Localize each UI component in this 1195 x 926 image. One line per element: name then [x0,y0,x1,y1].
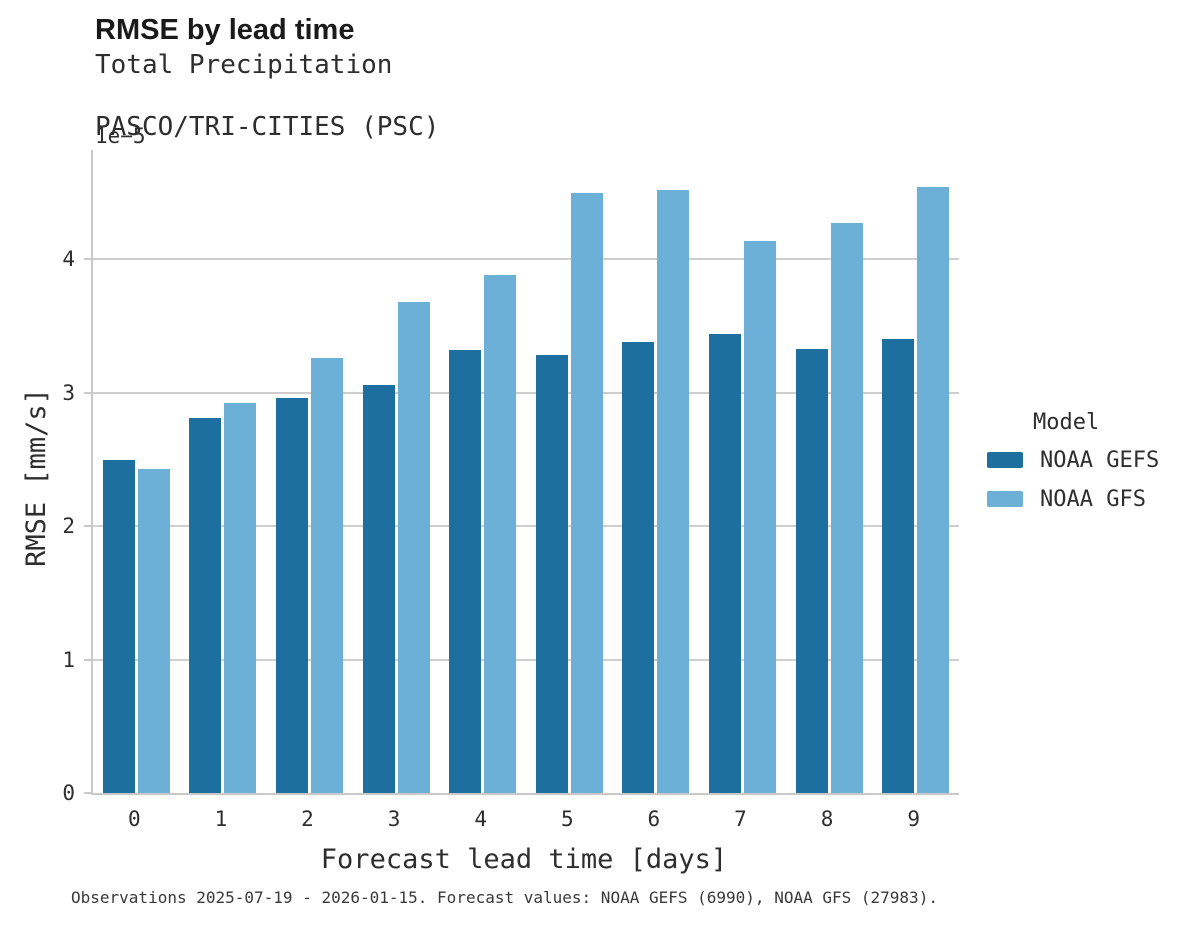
y-tick-label-1: 1 [62,647,75,672]
bar-group-day-0 [93,150,180,793]
bar-noaa-gefs-day-8 [795,348,828,793]
bar-noaa-gfs-day-3 [397,302,430,793]
bar-noaa-gfs-day-7 [743,240,776,793]
legend-swatch-noaa-gfs [987,491,1023,507]
bar-noaa-gfs-day-4 [484,275,517,793]
bar-noaa-gefs-day-9 [882,339,915,793]
gridline-y-2 [93,525,959,528]
legend-label-noaa-gfs: NOAA GFS [1040,486,1146,512]
x-tick-label-7: 7 [734,807,747,831]
bar-group-day-8 [786,150,873,793]
x-tick-label-1: 1 [214,807,228,831]
bar-group-day-3 [353,150,440,793]
bar-noaa-gfs-day-2 [310,358,343,793]
legend: Model NOAA GEFS NOAA GFS [987,410,1159,525]
x-tick-label-4: 4 [474,807,487,831]
bar-group-day-6 [613,150,700,793]
bar-noaa-gefs-day-5 [535,355,568,793]
chart-subtitle: Total Precipitation PASCO/TRI-CITIES (PS… [95,50,439,143]
x-tick-label-6: 6 [647,807,661,831]
bar-noaa-gefs-day-3 [362,384,395,793]
x-tick-label-8: 8 [820,807,834,831]
chart-title: RMSE by lead time [95,14,355,46]
y-tick-label-2: 2 [62,514,75,539]
legend-label-noaa-gefs: NOAA GEFS [1040,447,1160,473]
x-tick-label-3: 3 [387,807,401,831]
bar-group-day-1 [180,150,267,793]
y-tick-mark-1 [84,658,91,661]
bar-group-day-2 [266,150,353,793]
legend-swatch-noaa-gefs [987,452,1023,468]
legend-item-noaa-gefs: NOAA GEFS [987,447,1159,473]
bar-noaa-gefs-day-6 [622,342,655,793]
bar-noaa-gfs-day-1 [224,403,257,793]
gridline-y-3 [93,391,959,394]
bar-noaa-gfs-day-9 [917,187,950,793]
legend-title: Model [1033,410,1100,435]
plot-area: 0 1 2 3 4 [62,150,959,805]
bar-noaa-gefs-day-1 [189,418,222,793]
bar-group-day-4 [439,150,526,793]
bar-noaa-gefs-day-0 [102,459,135,793]
y-axis-title-text: RMSE [mm/s] [20,387,52,567]
bar-noaa-gfs-day-0 [137,468,170,793]
y-tick-label-3: 3 [62,380,75,405]
x-tick-label-9: 9 [907,807,920,831]
bar-noaa-gfs-day-8 [830,223,863,793]
bar-group-day-7 [699,150,786,793]
bar-noaa-gfs-day-5 [570,192,603,793]
bar-group-day-5 [526,150,613,793]
legend-item-noaa-gfs: NOAA GFS [987,486,1159,512]
x-tick-labels: 0 1 2 3 4 5 6 7 8 9 [91,806,957,832]
y-axis-offset-label: 1e−5 [95,124,146,148]
x-tick-label-2: 2 [301,807,314,831]
legend-items: NOAA GEFS NOAA GFS [987,447,1159,512]
bar-group-day-9 [872,150,959,793]
y-tick-mark-0 [84,792,91,794]
gridline-y-4 [93,258,959,261]
bar-noaa-gefs-day-2 [275,398,308,793]
y-tick-mark-4 [84,258,91,261]
gridline-y-1 [93,658,959,661]
footer-note: Observations 2025-07-19 - 2026-01-15. Fo… [71,888,938,907]
y-tick-label-4: 4 [62,247,75,272]
bar-noaa-gefs-day-4 [449,350,482,793]
y-tick-label-0: 0 [62,781,75,805]
y-tick-mark-3 [84,391,91,394]
bar-noaa-gefs-day-7 [708,334,741,793]
bar-groups [93,150,959,793]
y-tick-mark-2 [84,525,91,528]
x-axis-title: Forecast lead time [days] [320,844,728,875]
x-tick-label-5: 5 [560,807,574,831]
chart-subtitle-line2: PASCO/TRI-CITIES (PSC) [95,112,440,142]
bar-noaa-gfs-day-6 [657,190,690,793]
x-tick-label-0: 0 [127,807,141,831]
chart-subtitle-line1: Total Precipitation [95,50,393,80]
